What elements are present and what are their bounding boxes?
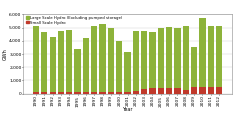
Bar	[83, 38, 89, 94]
Bar	[149, 88, 156, 94]
Bar	[183, 26, 189, 94]
Bar	[133, 91, 139, 94]
Bar	[74, 49, 81, 94]
Bar	[124, 52, 131, 94]
Bar	[41, 32, 48, 94]
Bar	[116, 41, 122, 94]
Bar	[199, 87, 205, 94]
Y-axis label: GWh: GWh	[3, 48, 8, 60]
Bar	[141, 89, 147, 94]
Bar	[133, 31, 139, 94]
Bar	[216, 87, 222, 94]
Bar	[66, 30, 72, 94]
Bar	[108, 28, 114, 94]
Bar	[116, 92, 122, 94]
Bar	[158, 88, 164, 94]
Bar	[158, 28, 164, 94]
Bar	[183, 90, 189, 94]
Bar	[50, 37, 56, 94]
Bar	[33, 26, 39, 94]
Bar	[66, 92, 72, 94]
Bar	[41, 92, 48, 94]
Bar	[83, 92, 89, 94]
Bar	[191, 87, 197, 94]
Bar	[208, 26, 214, 94]
Bar	[166, 27, 172, 94]
Bar	[141, 31, 147, 94]
Bar	[174, 88, 181, 94]
Bar	[99, 92, 106, 94]
Bar	[216, 26, 222, 94]
Bar	[58, 92, 64, 94]
Bar	[74, 92, 81, 94]
Bar	[174, 28, 181, 94]
Bar	[99, 24, 106, 94]
Bar	[33, 92, 39, 94]
Bar	[149, 32, 156, 94]
Bar	[58, 31, 64, 94]
Bar	[124, 92, 131, 94]
Bar	[191, 47, 197, 94]
X-axis label: Year: Year	[122, 107, 133, 112]
Legend: Large Scale Hydro (Excluding pumped storage), Small Scale Hydro: Large Scale Hydro (Excluding pumped stor…	[25, 16, 123, 25]
Bar	[199, 18, 205, 94]
Bar	[108, 92, 114, 94]
Bar	[50, 92, 56, 94]
Bar	[208, 87, 214, 94]
Bar	[91, 92, 97, 94]
Bar	[91, 26, 97, 94]
Bar	[166, 88, 172, 94]
